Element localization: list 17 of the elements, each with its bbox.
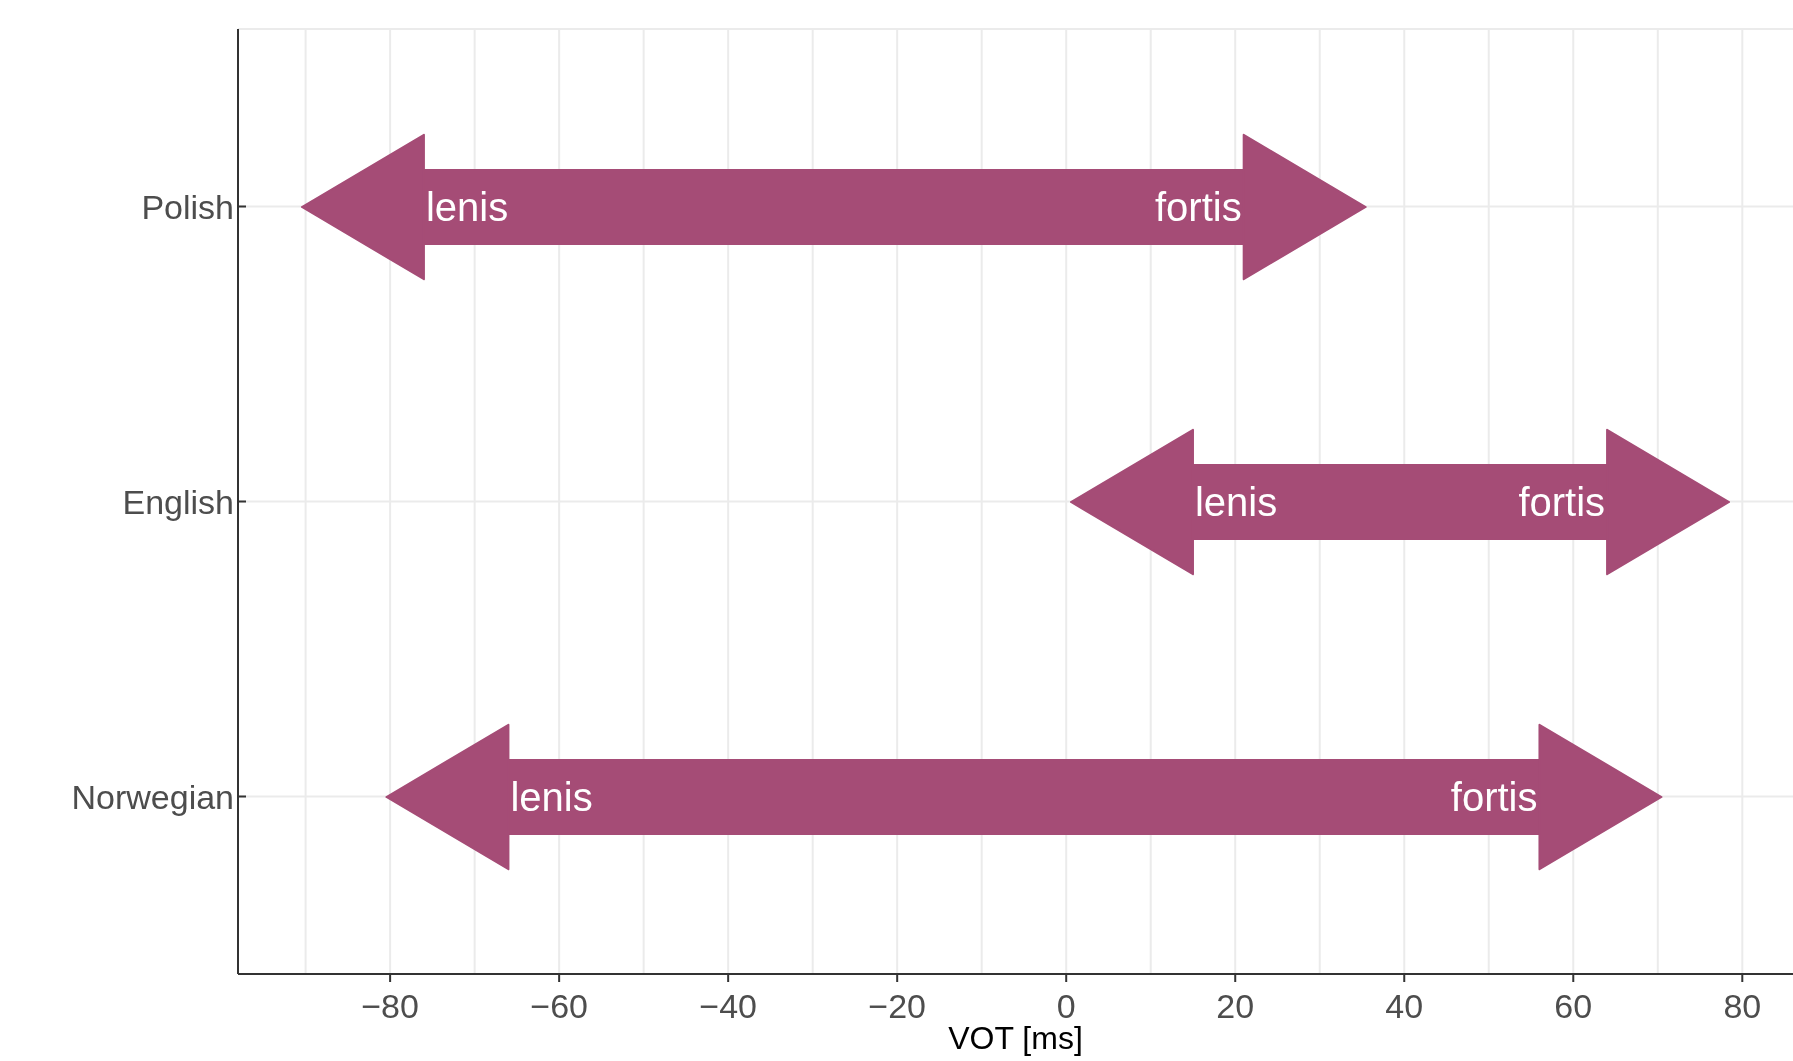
annotation: lenis bbox=[1194, 479, 1278, 524]
annotation: fortis bbox=[1154, 184, 1242, 229]
y-tick-label: Polish bbox=[141, 187, 234, 226]
y-tick-label: Norwegian bbox=[71, 777, 234, 816]
x-tick-label: −60 bbox=[530, 987, 588, 1025]
x-tick-label: −80 bbox=[361, 987, 419, 1025]
annotation: fortis bbox=[1518, 479, 1606, 524]
annotation: lenis bbox=[510, 774, 593, 819]
x-tick-label: 80 bbox=[1723, 987, 1762, 1025]
x-tick-label: −20 bbox=[868, 987, 927, 1025]
x-tick-label: 20 bbox=[1216, 987, 1255, 1025]
x-tick-label: 60 bbox=[1554, 987, 1593, 1025]
x-tick-label: 40 bbox=[1385, 987, 1424, 1025]
annotation: lenis bbox=[425, 184, 509, 229]
y-tick-label: English bbox=[122, 482, 234, 521]
annotation: fortis bbox=[1450, 774, 1538, 819]
x-tick-label: −40 bbox=[699, 987, 758, 1025]
